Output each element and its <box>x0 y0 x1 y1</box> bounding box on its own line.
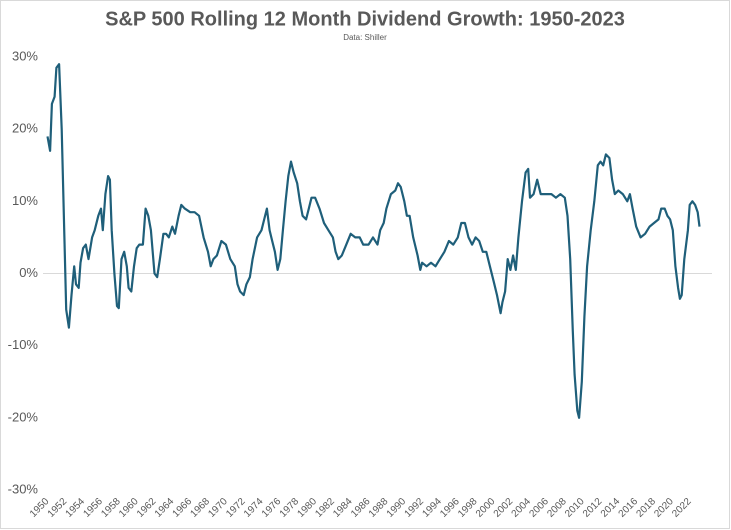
chart-subtitle: Data: Shiller <box>343 33 387 42</box>
y-tick-label: 20% <box>12 121 38 136</box>
y-tick-label: -20% <box>8 409 39 424</box>
y-tick-label: -10% <box>8 337 39 352</box>
y-tick-label: 0% <box>19 265 38 280</box>
y-tick-label: 30% <box>12 48 38 63</box>
series-line <box>46 63 701 419</box>
chart-title: S&P 500 Rolling 12 Month Dividend Growth… <box>105 8 625 30</box>
y-tick-label: 10% <box>12 193 38 208</box>
y-tick-label: -30% <box>8 481 39 496</box>
